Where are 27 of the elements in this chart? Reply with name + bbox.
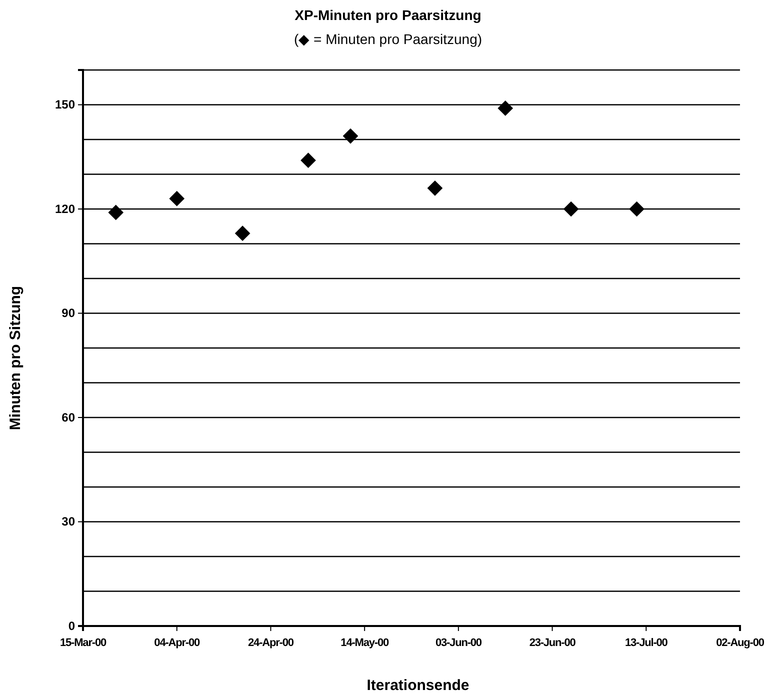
point [563,201,579,217]
point [342,128,358,144]
y-tick-label: 30 [62,514,76,529]
y-axis-title: Minuten pro Sitzung [7,286,24,430]
x-tick-label: 15-Mar-00 [60,637,106,650]
y-tick-label: 90 [62,306,76,320]
y-tick-label: 150 [54,98,76,112]
x-tick-label: 14-May-00 [340,637,389,650]
point [427,180,443,196]
y-tick-label: 120 [54,202,76,216]
point [629,201,644,217]
point [169,190,185,206]
x-tick-label: 02-Aug-00 [716,637,764,650]
x-tick-label: 23-Jun-00 [529,637,576,650]
point [108,204,124,220]
point [234,226,250,241]
x-axis-title: Iterationsende [366,677,470,694]
y-tick-label: 60 [62,410,76,424]
x-tick-label: 04-Apr-00 [154,637,200,650]
point [300,152,316,168]
chart-title: XP-Minuten pro Paarsitzung [294,7,482,23]
point [498,100,514,116]
x-tick-label: 24-Apr-00 [248,637,294,650]
y-tick-label: 0 [68,618,76,633]
x-tick-label: 03-Jun-00 [435,637,482,650]
x-tick-label: 13-Jul-00 [624,637,668,650]
chart-subtitle: (◆ = Minuten pro Paarsitzung) [294,31,482,47]
